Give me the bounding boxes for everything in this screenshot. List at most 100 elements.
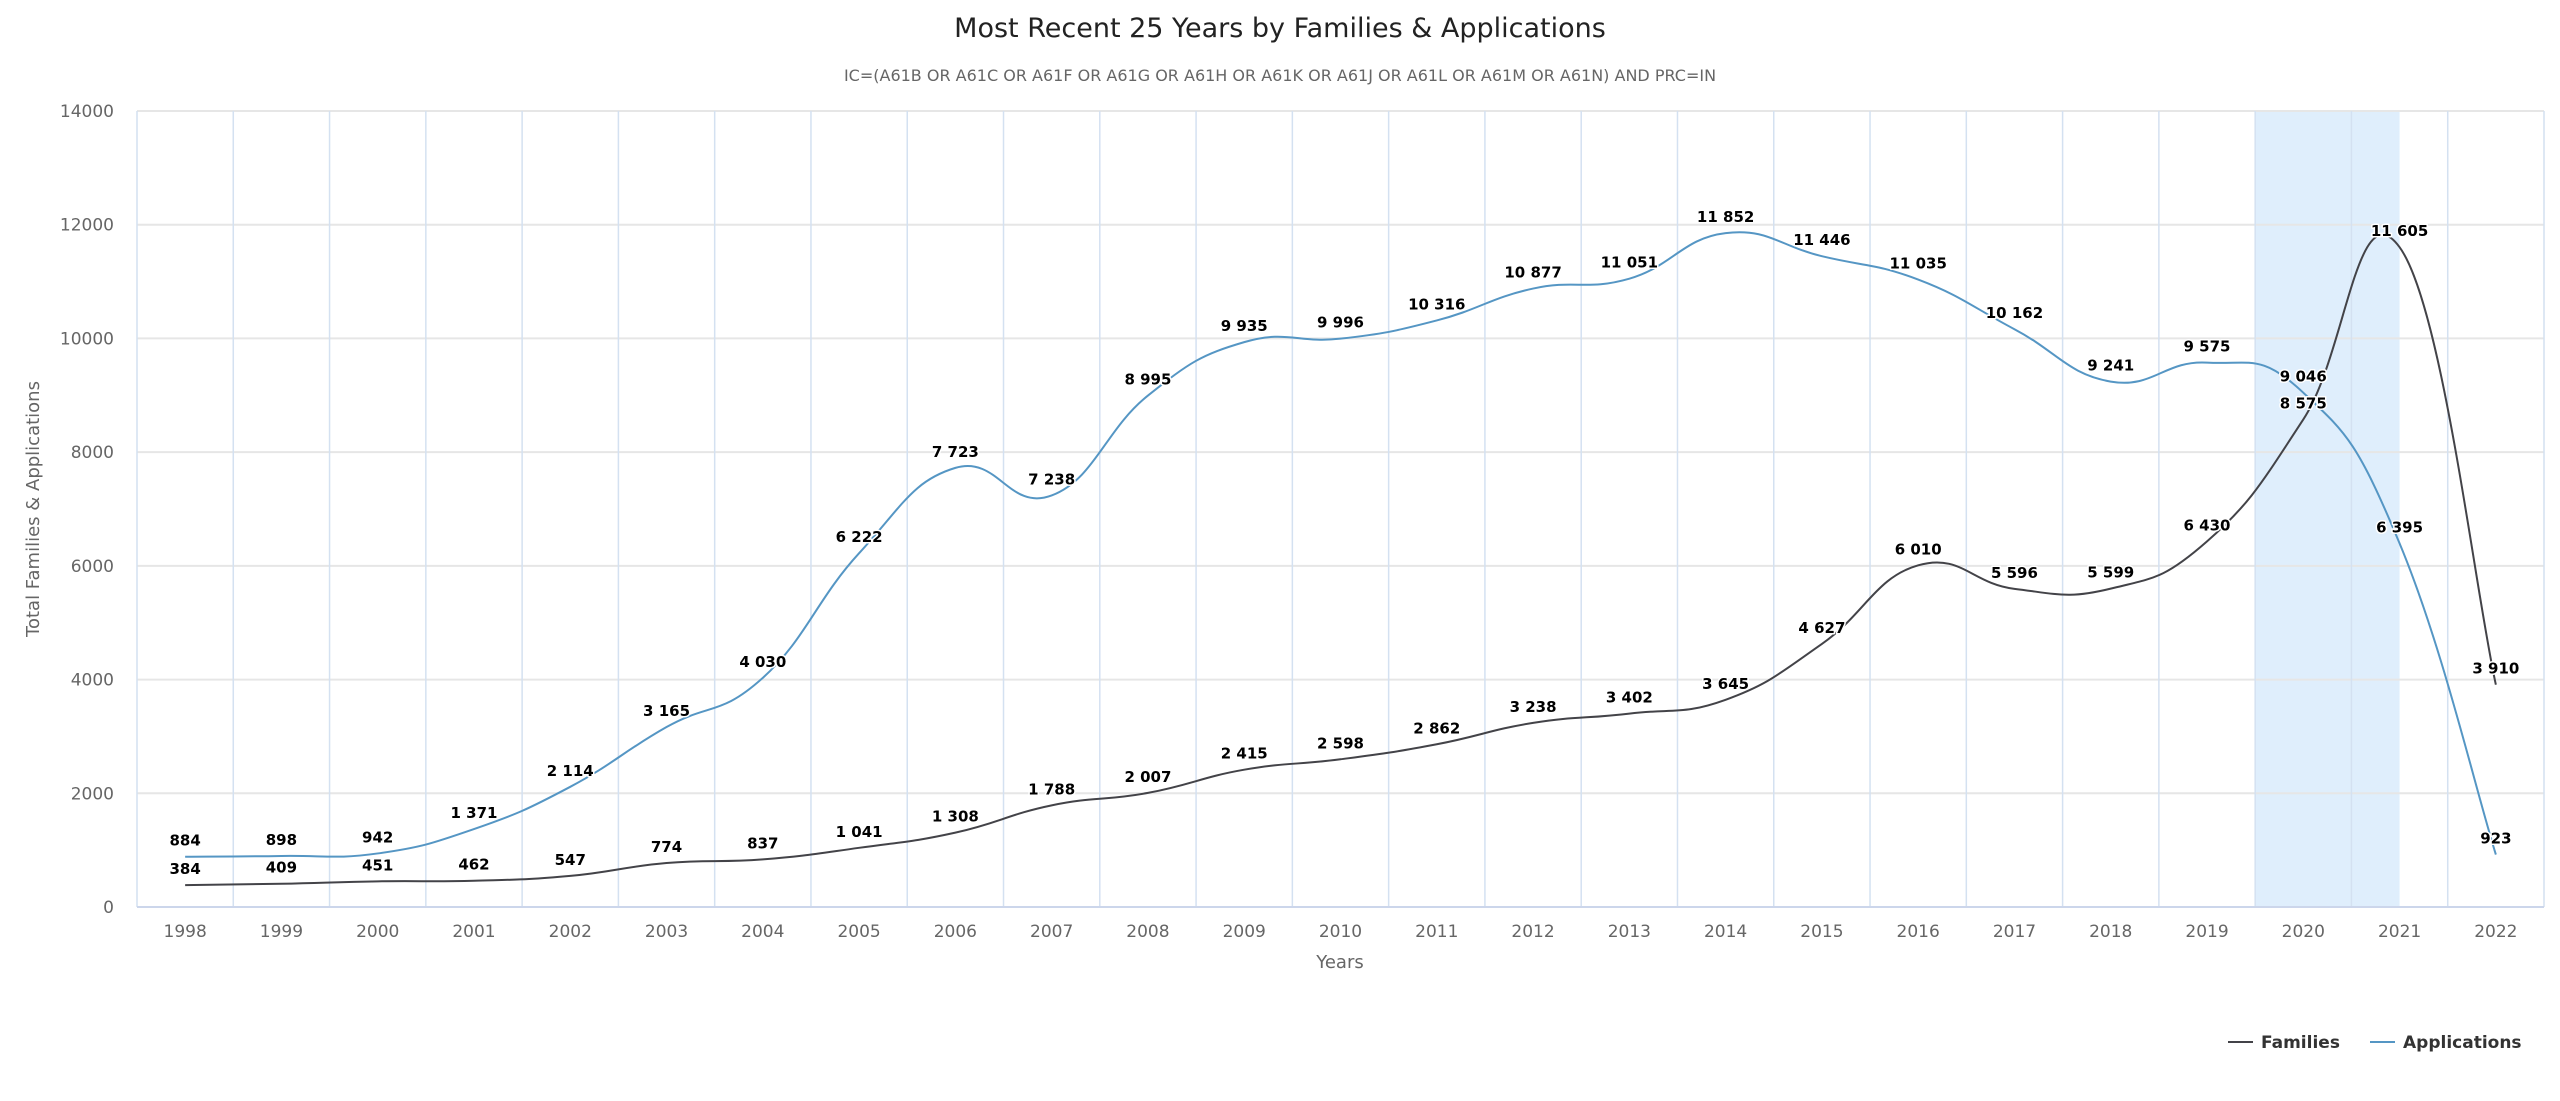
series-line-families [185, 233, 2497, 887]
x-tick-label: 2014 [1704, 922, 1747, 942]
x-tick-label: 2010 [1319, 922, 1362, 942]
data-label-applications: 9 996 [1317, 314, 1364, 332]
axes: 0 2000 4000 6000 8000 10000 12000 14000 1998 1999… [60, 102, 2544, 942]
legend: Families Applications [2228, 1033, 2522, 1053]
highlight-band [2255, 111, 2400, 907]
x-tick-label: 2009 [1223, 922, 1266, 942]
x-tick-label: 2007 [1030, 922, 1073, 942]
data-label-applications: 10 316 [1408, 295, 1465, 313]
data-label-applications: 9 935 [1221, 317, 1268, 335]
data-label-applications: 9 046 [2280, 368, 2327, 386]
x-tick-label: 2003 [645, 922, 688, 942]
x-tick-label: 2021 [2378, 922, 2421, 942]
y-tick-label: 10000 [60, 329, 114, 349]
data-label-families: 2 415 [1221, 745, 1268, 763]
data-label-applications: 4 030 [739, 653, 786, 671]
x-tick-label: 2016 [1897, 922, 1940, 942]
series-line-applications [185, 231, 2497, 858]
data-label-families: 3 238 [1510, 698, 1557, 716]
data-label-applications: 11 051 [1601, 254, 1658, 272]
chart-subtitle: IC=(A61B OR A61C OR A61F OR A61G OR A61H… [844, 66, 1716, 85]
data-label-applications: 2 114 [547, 762, 594, 780]
x-tick-label: 2013 [1608, 922, 1651, 942]
data-label-families: 11 605 [2371, 222, 2428, 240]
y-axis-title: Total Families & Applications [23, 381, 44, 638]
data-label-families: 5 596 [1991, 564, 2038, 582]
data-label-families: 8 575 [2280, 394, 2327, 412]
data-label-applications: 6 395 [2376, 518, 2423, 536]
series-layer [185, 231, 2497, 887]
data-label-applications: 6 222 [836, 528, 883, 546]
data-labels: 384 409 451 462 547 774 837 1 041 1 308 1 788 2 00… [168, 207, 2521, 880]
x-tick-label: 2004 [741, 922, 784, 942]
data-label-families: 547 [555, 851, 586, 869]
data-label-applications: 11 446 [1793, 231, 1850, 249]
data-label-families: 1 308 [932, 808, 979, 826]
data-label-families: 462 [458, 856, 489, 874]
data-label-families: 1 041 [836, 823, 883, 841]
data-label-applications: 11 035 [1889, 255, 1946, 273]
legend-label-applications: Applications [2403, 1033, 2522, 1053]
data-label-families: 3 645 [1702, 675, 1749, 693]
data-label-applications: 9 241 [2087, 357, 2134, 375]
x-axis-title: Years [1315, 952, 1364, 973]
data-label-applications: 898 [266, 831, 297, 849]
y-tick-label: 6000 [71, 557, 114, 577]
x-tick-label: 2011 [1415, 922, 1458, 942]
data-label-families: 3 402 [1606, 689, 1653, 707]
x-tick-label: 2019 [2185, 922, 2228, 942]
data-label-families: 2 862 [1413, 719, 1460, 737]
data-label-applications: 7 723 [932, 443, 979, 461]
data-label-families: 5 599 [2087, 564, 2134, 582]
legend-label-families: Families [2261, 1033, 2340, 1053]
data-label-families: 2 598 [1317, 734, 1364, 752]
x-tick-label: 2005 [837, 922, 880, 942]
y-tick-label: 12000 [60, 216, 114, 236]
x-tick-label: 1999 [260, 922, 303, 942]
x-tick-label: 1998 [164, 922, 207, 942]
data-label-families: 4 627 [1798, 619, 1845, 637]
data-label-applications: 11 852 [1697, 208, 1754, 226]
y-tick-label: 4000 [71, 671, 114, 691]
x-tick-label: 2000 [356, 922, 399, 942]
x-tick-label: 2017 [1993, 922, 2036, 942]
data-label-applications: 923 [2480, 830, 2511, 848]
x-tick-label: 2008 [1126, 922, 1169, 942]
data-label-applications: 3 165 [643, 702, 690, 720]
data-label-applications: 1 371 [450, 804, 497, 822]
x-tick-label: 2015 [1800, 922, 1843, 942]
x-tick-label: 2022 [2474, 922, 2517, 942]
data-label-families: 451 [362, 856, 393, 874]
data-label-families: 837 [747, 834, 778, 852]
chart-title: Most Recent 25 Years by Families & Appli… [954, 13, 1606, 44]
data-label-families: 774 [651, 838, 682, 856]
data-label-families: 3 910 [2472, 660, 2519, 678]
x-tick-label: 2012 [1511, 922, 1554, 942]
data-label-families: 409 [266, 859, 297, 877]
data-label-applications: 7 238 [1028, 470, 1075, 488]
data-label-families: 1 788 [1028, 780, 1075, 798]
x-tick-label: 2018 [2089, 922, 2132, 942]
y-tick-label: 2000 [71, 784, 114, 804]
data-label-applications: 10 162 [1986, 304, 2043, 322]
legend-item-applications[interactable]: Applications [2370, 1033, 2522, 1053]
legend-item-families[interactable]: Families [2228, 1033, 2340, 1053]
data-label-applications: 8 995 [1124, 371, 1171, 389]
x-tick-label: 2020 [2282, 922, 2325, 942]
highlight-band-layer [2255, 111, 2400, 907]
data-label-applications: 9 575 [2184, 338, 2231, 356]
data-label-families: 6 010 [1895, 540, 1942, 558]
y-tick-label: 0 [103, 898, 114, 918]
grid [136, 110, 2545, 908]
y-tick-label: 8000 [71, 443, 114, 463]
data-label-families: 384 [169, 860, 200, 878]
y-tick-label: 14000 [60, 102, 114, 122]
x-tick-label: 2006 [934, 922, 977, 942]
data-label-applications: 10 877 [1504, 264, 1561, 282]
data-label-families: 6 430 [2184, 516, 2231, 534]
data-label-families: 2 007 [1124, 768, 1171, 786]
data-label-applications: 942 [362, 828, 393, 846]
data-label-applications: 884 [169, 832, 200, 850]
x-tick-label: 2002 [549, 922, 592, 942]
